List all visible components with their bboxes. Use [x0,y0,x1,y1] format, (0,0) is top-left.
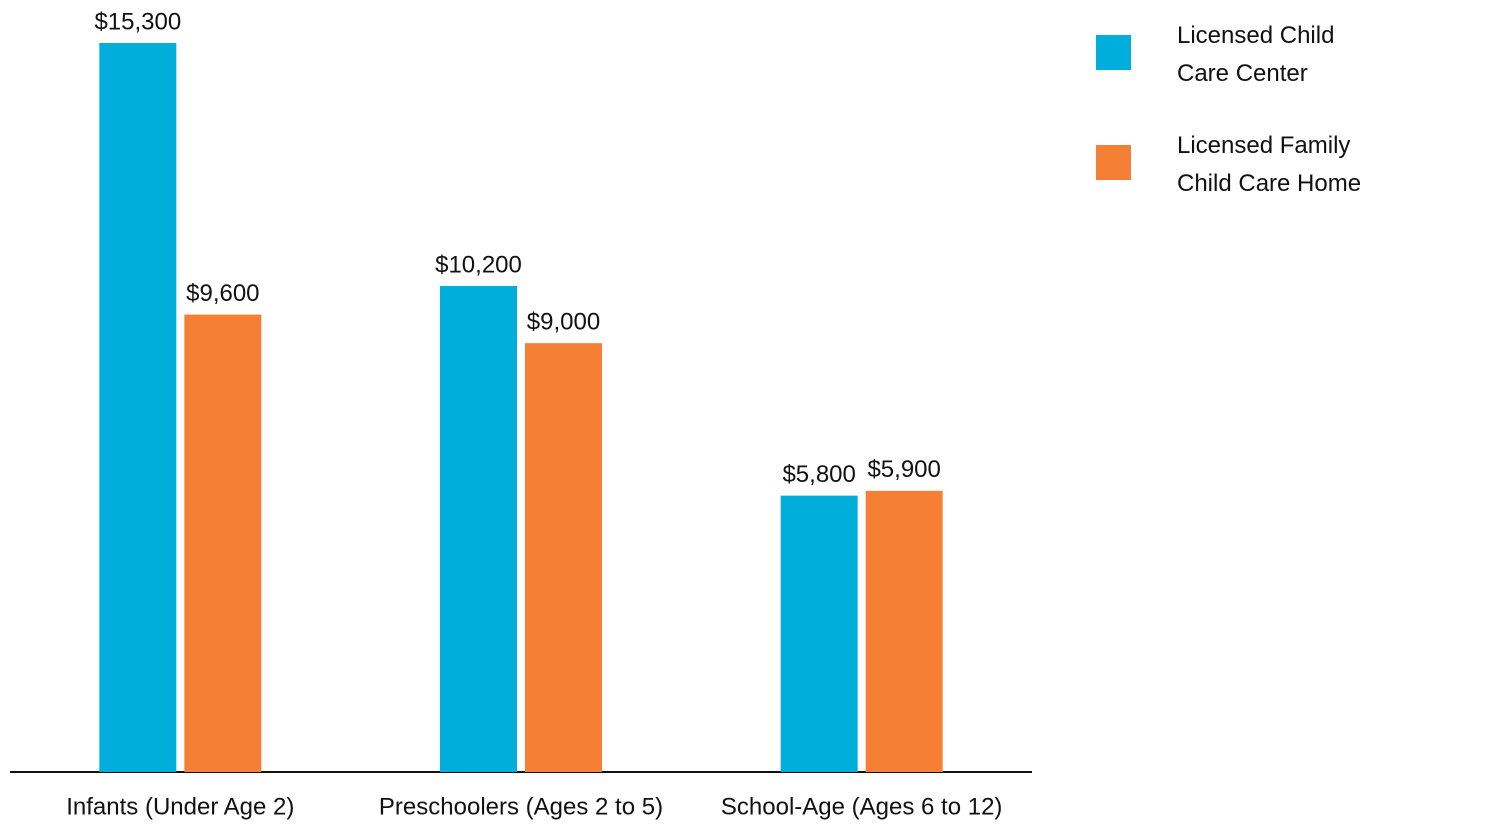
x-tick-label: Infants (Under Age 2) [66,793,294,820]
data-label: $5,800 [782,461,855,488]
legend-label: Licensed Family Child Care Home [1177,132,1361,197]
legend-swatch [1096,35,1131,70]
bar [865,490,943,772]
bar [440,286,517,772]
data-label: $10,200 [435,251,522,278]
bar [780,495,858,772]
legend-swatch [1096,145,1131,180]
legend-label: Licensed Child Care Center [1177,22,1341,87]
bar [99,43,177,772]
data-label: $9,000 [527,309,600,336]
data-label: $5,900 [867,456,940,483]
x-tick-label: School-Age (Ages 6 to 12) [721,793,1003,820]
data-label: $9,600 [186,280,259,307]
bar [184,314,262,772]
legend-item: Licensed Child Care Center [1096,22,1341,87]
x-tick-label: Preschoolers (Ages 2 to 5) [379,793,663,820]
data-label: $15,300 [94,8,181,35]
legend-item: Licensed Family Child Care Home [1096,132,1361,197]
bar [525,343,602,772]
